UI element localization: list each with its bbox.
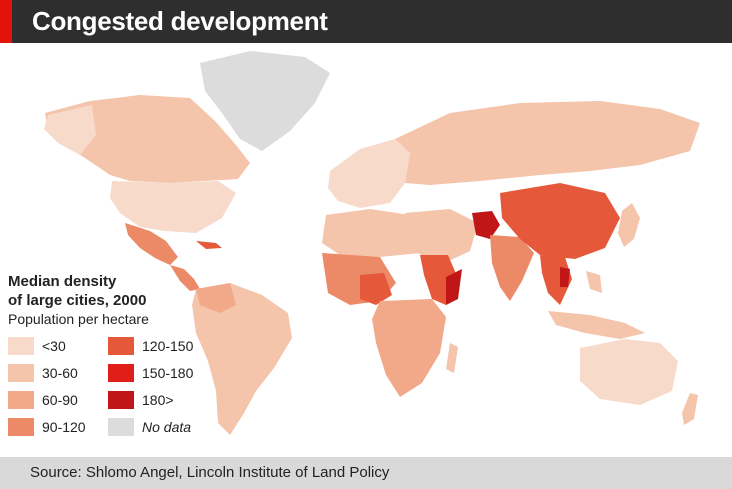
legend-swatch <box>108 364 134 382</box>
legend-item: <30 <box>8 336 66 356</box>
legend-item: No data <box>108 417 191 437</box>
region-greenland <box>200 51 330 151</box>
legend-item: 60-90 <box>8 390 78 410</box>
region-mexico <box>125 223 178 265</box>
world-map <box>44 51 700 435</box>
legend-subtitle: Population per hectare <box>8 311 149 327</box>
region-russia <box>395 101 700 185</box>
region-caribbean <box>196 241 222 249</box>
source-text: Source: Shlomo Angel, Lincoln Institute … <box>30 464 390 481</box>
legend-item-label: 180> <box>142 392 174 408</box>
region-china <box>500 183 620 259</box>
region-middle-east <box>405 209 478 265</box>
legend-item-label: 60-90 <box>42 392 78 408</box>
region-india <box>490 235 534 301</box>
region-nigeria <box>360 273 392 305</box>
region-alaska <box>44 105 96 155</box>
legend-swatch <box>8 391 34 409</box>
region-new-zealand <box>682 393 698 425</box>
legend-title-line1: Median density <box>8 273 117 290</box>
region-central-america <box>170 265 200 291</box>
legend-items: <30 30-60 60-90 90-120 120-150 150-180 1… <box>8 336 223 446</box>
region-somalia <box>446 269 462 305</box>
legend-swatch <box>8 418 34 436</box>
region-australia <box>580 339 678 405</box>
region-southern-africa <box>372 299 446 397</box>
region-europe <box>328 139 410 208</box>
legend-swatch <box>108 418 134 436</box>
legend-item-label: <30 <box>42 338 66 354</box>
region-philippines <box>586 271 602 293</box>
legend-swatch <box>108 337 134 355</box>
legend-swatch <box>8 364 34 382</box>
legend-item: 120-150 <box>108 336 193 356</box>
source-bar: Source: Shlomo Angel, Lincoln Institute … <box>0 457 732 489</box>
legend-item: 150-180 <box>108 363 193 383</box>
legend-item: 30-60 <box>8 363 78 383</box>
region-indonesia <box>548 311 645 339</box>
legend-item-label: 150-180 <box>142 365 194 381</box>
legend-swatch <box>108 391 134 409</box>
legend-item-label: 90-120 <box>42 419 86 435</box>
legend-item-label: 120-150 <box>142 338 194 354</box>
region-vietnam <box>560 267 570 287</box>
region-usa <box>110 181 236 233</box>
brand-tab <box>0 0 12 43</box>
legend-title-line2: of large cities, 2000 <box>8 292 147 309</box>
region-northern-andes <box>196 283 236 313</box>
region-madagascar <box>446 343 458 373</box>
region-japan <box>618 203 640 247</box>
title-bar <box>0 0 732 43</box>
region-pakistan <box>472 211 500 239</box>
region-southeast-asia <box>540 255 572 305</box>
legend-item: 180> <box>108 390 174 410</box>
region-south-america <box>192 283 292 435</box>
legend-swatch <box>8 337 34 355</box>
region-north-africa <box>322 209 430 257</box>
legend-item-label: No data <box>142 419 192 435</box>
legend: Median density of large cities, 2000 Pop… <box>8 272 223 446</box>
legend-item: 90-120 <box>8 417 86 437</box>
page-title: Congested development <box>32 6 328 36</box>
legend-item-label: 30-60 <box>42 365 78 381</box>
region-canada <box>45 95 250 183</box>
